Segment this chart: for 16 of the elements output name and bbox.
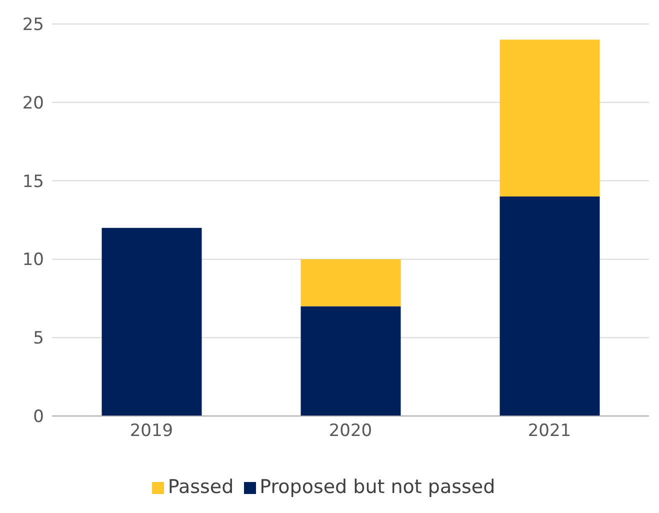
y-tick-label: 25	[22, 15, 44, 36]
bar	[500, 196, 600, 416]
bar	[500, 40, 600, 196]
y-tick-label: 0	[33, 407, 44, 428]
x-tick-label: 2020	[328, 421, 372, 442]
x-tick-label: 2019	[130, 421, 174, 442]
y-tick-label: 5	[33, 328, 44, 349]
bar	[300, 259, 401, 306]
bar	[300, 306, 401, 416]
legend-label: Proposed but not passed	[260, 476, 496, 498]
x-tick-label: 2021	[528, 421, 572, 442]
y-tick-label: 20	[22, 93, 44, 114]
y-tick-label: 10	[22, 250, 44, 270]
y-tick-label: 15	[22, 172, 44, 192]
legend-label: Passed	[168, 476, 234, 498]
bar	[102, 228, 202, 416]
